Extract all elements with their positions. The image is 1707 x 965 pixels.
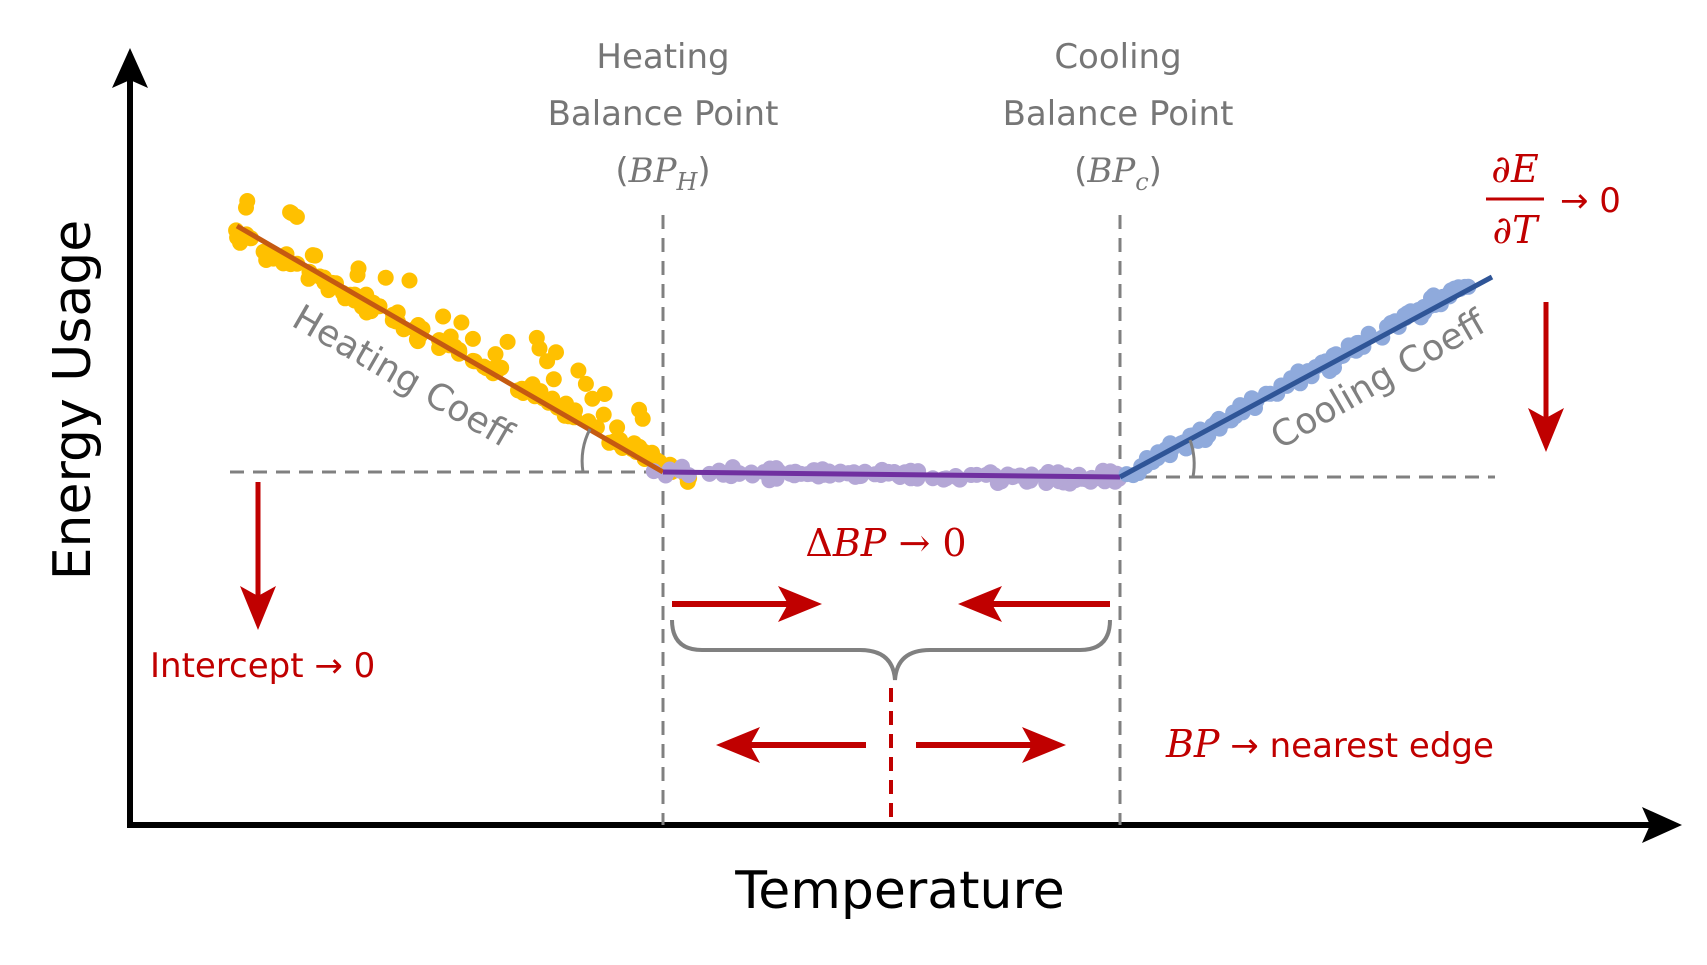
- heating-bp-symbol: (BPH): [615, 151, 710, 196]
- cooling-bp-line1: Cooling: [1054, 37, 1181, 77]
- heating-data-point: [239, 193, 256, 209]
- x-axis-arrowhead: [1642, 807, 1682, 843]
- heating-data-point: [304, 247, 321, 264]
- heating-data-point: [631, 438, 648, 455]
- cooling-bp-symbol: (BPc): [1074, 151, 1162, 196]
- baseline-data-point: [989, 475, 1006, 491]
- heating-bp-symbol-sub: H: [675, 168, 698, 196]
- heating-data-point: [349, 267, 366, 283]
- edge-left-arrow-head: [716, 727, 760, 763]
- derivative-annotation: ∂E ∂T → 0: [1486, 147, 1621, 452]
- heating-angle-arc: [580, 428, 592, 473]
- heating-data-point: [453, 314, 470, 331]
- intercept-down-arrow-head: [240, 586, 276, 630]
- heating-data-point: [548, 344, 564, 361]
- heating-balance-point-label: Heating Balance Point (BPH): [548, 37, 779, 196]
- derivative-down-arrow-head: [1528, 408, 1564, 452]
- heating-bp-symbol-main: BP: [628, 151, 678, 191]
- heating-bp-line1: Heating: [596, 37, 729, 77]
- cooling-fit-line: [1118, 274, 1494, 480]
- balance-range-brace: [670, 619, 1112, 681]
- heating-fit-line: [235, 223, 665, 475]
- heating-data-point: [595, 406, 612, 423]
- x-axis-title: Temperature: [734, 861, 1064, 921]
- derivative-arrow-zero: → 0: [1560, 181, 1621, 221]
- heating-data-point: [531, 340, 548, 357]
- delta-bp-right-arrow-head: [778, 586, 822, 622]
- edge-right-arrow-head: [1022, 727, 1066, 763]
- heating-data-point: [499, 333, 516, 350]
- baseline-data-point: [847, 468, 864, 485]
- cooling-data-point: [1360, 325, 1377, 342]
- heating-data-point: [577, 375, 594, 392]
- heating-bp-open-paren: (: [615, 151, 628, 191]
- bp-nearest-edge-annotation: BP → nearest edge: [716, 722, 1494, 766]
- derivative-numerator: ∂E: [1491, 147, 1539, 191]
- cooling-bp-close-paren: ): [1149, 151, 1162, 191]
- y-axis-arrowhead: [112, 48, 148, 88]
- heating-data-point: [634, 410, 651, 427]
- intercept-annotation: Intercept → 0: [150, 482, 375, 686]
- delta-symbol: Δ: [805, 521, 832, 565]
- cooling-bp-open-paren: (: [1074, 151, 1087, 191]
- heating-data-point: [258, 252, 275, 268]
- intercept-label: Intercept → 0: [150, 646, 375, 686]
- delta-bp-left-arrow-head: [958, 586, 1002, 622]
- cooling-balance-point-label: Cooling Balance Point (BPc): [1003, 37, 1234, 196]
- heating-data-point: [435, 308, 452, 325]
- heating-data-point: [288, 208, 305, 225]
- heating-data-point: [487, 346, 504, 363]
- baseline-data-point: [661, 461, 678, 478]
- heating-data-point: [377, 269, 394, 286]
- heating-data-point: [609, 419, 626, 436]
- baseline-fit-line: [662, 469, 1121, 480]
- cooling-bp-line2: Balance Point: [1003, 94, 1234, 134]
- cooling-angle-arc: [1188, 439, 1196, 478]
- heating-bp-close-paren: ): [697, 151, 710, 191]
- bp-edge-main: BP: [1165, 722, 1221, 766]
- heating-scatter-points: [228, 193, 698, 490]
- derivative-denominator: ∂T: [1493, 208, 1541, 252]
- bp-nearest-edge-label: BP → nearest edge: [1165, 722, 1494, 766]
- heating-bp-line2: Balance Point: [548, 94, 779, 134]
- axes: [112, 48, 1682, 843]
- heating-data-point: [596, 386, 613, 402]
- cooling-bp-symbol-main: BP: [1086, 151, 1136, 191]
- heating-data-point: [545, 371, 562, 388]
- heating-data-point: [401, 272, 418, 289]
- delta-bp-label: ΔBP → 0: [805, 521, 966, 565]
- bp-edge-rest: → nearest edge: [1220, 726, 1494, 766]
- delta-bp-main: BP: [832, 521, 888, 565]
- baseline-data-point: [680, 467, 697, 484]
- heating-data-point: [532, 383, 549, 400]
- heating-data-point: [464, 330, 481, 347]
- cooling-data-point: [1424, 291, 1441, 308]
- cooling-bp-symbol-sub: c: [1135, 168, 1148, 196]
- delta-bp-annotation: ΔBP → 0: [672, 521, 1110, 622]
- y-axis-title: Energy Usage: [43, 220, 103, 581]
- heating-data-point: [570, 362, 587, 379]
- delta-bp-rest: → 0: [886, 521, 966, 565]
- heating-data-point: [584, 390, 601, 407]
